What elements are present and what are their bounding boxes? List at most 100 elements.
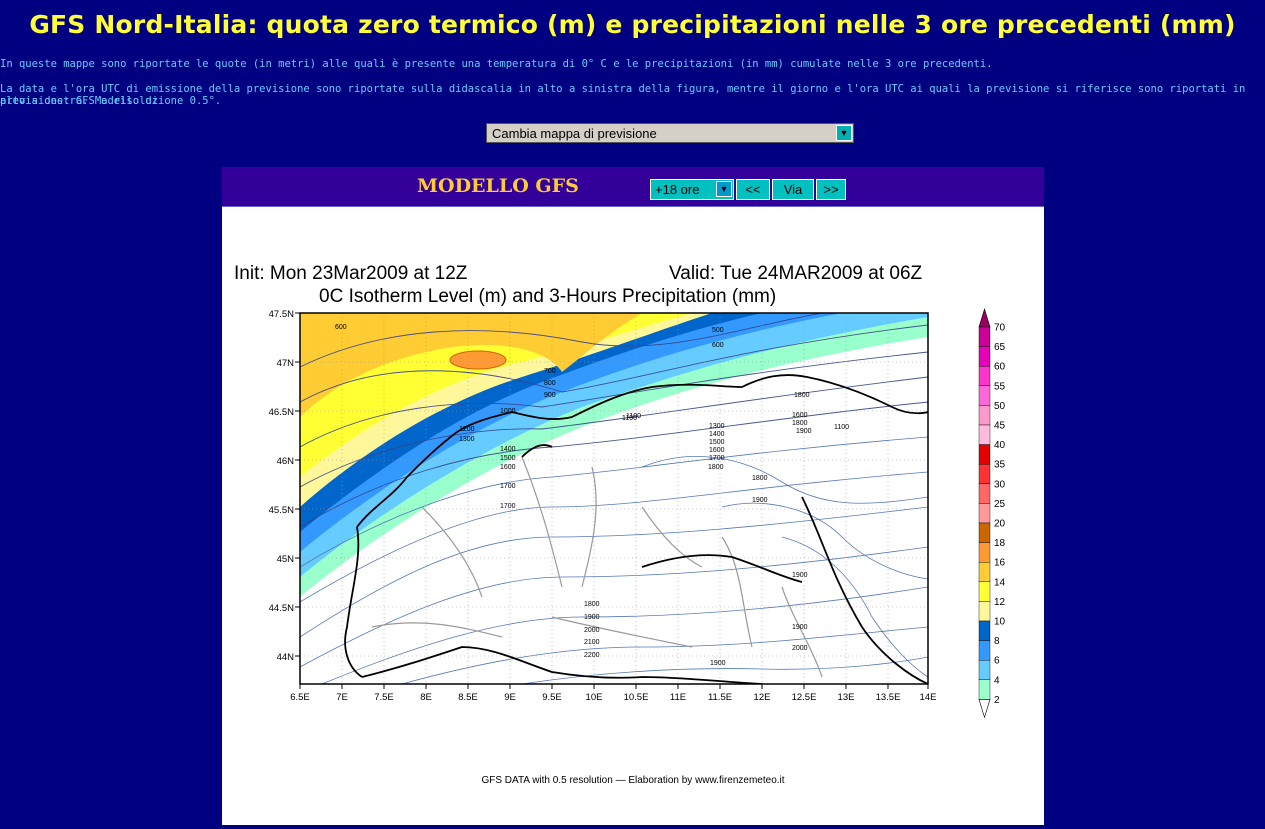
svg-text:1800: 1800 — [708, 464, 724, 471]
chevron-down-icon[interactable]: ▼ — [836, 125, 852, 141]
lon-label: 13.5E — [876, 692, 901, 703]
country-borders — [344, 374, 928, 684]
legend-label: 25 — [994, 499, 1006, 510]
legend-label: 50 — [994, 401, 1006, 412]
legend-label: 70 — [994, 323, 1006, 334]
lon-label: 9.5E — [542, 692, 562, 703]
svg-text:1600: 1600 — [792, 412, 808, 419]
legend-color-cell — [978, 424, 991, 445]
next-button[interactable]: >> — [816, 179, 846, 200]
legend-color-cell — [978, 522, 991, 543]
legend-label: 35 — [994, 460, 1006, 471]
svg-text:600: 600 — [712, 342, 724, 349]
svg-text:800: 800 — [544, 380, 556, 387]
lon-label: 12.5E — [792, 692, 817, 703]
model-label: MODELLO GFS — [417, 175, 579, 197]
svg-text:1400: 1400 — [500, 446, 516, 453]
forecast-hour-select[interactable]: +18 ore ▼ — [650, 179, 734, 200]
forecast-map-svg: Init: Mon 23Mar2009 at 12Z Valid: Tue 24… — [234, 263, 1006, 786]
legend-color-cell — [978, 405, 991, 426]
legend-label: 16 — [994, 558, 1006, 569]
init-text: Init: Mon 23Mar2009 at 12Z — [234, 263, 468, 284]
lon-label: 8.5E — [458, 692, 478, 703]
lat-label: 44N — [277, 652, 295, 663]
go-button[interactable]: Via — [772, 179, 814, 200]
legend-color-cell — [978, 483, 991, 504]
axis-ticks — [295, 312, 929, 689]
lon-label: 7.5E — [374, 692, 394, 703]
forecast-hour-value: +18 ore — [655, 182, 700, 197]
legend-color-cell — [978, 503, 991, 524]
svg-text:1800: 1800 — [752, 475, 768, 482]
lat-label: 44.5N — [269, 603, 294, 614]
lon-label: 8E — [420, 692, 432, 703]
svg-text:1100: 1100 — [626, 413, 641, 420]
legend-label: 12 — [994, 597, 1006, 608]
legend-arrow-bottom — [978, 699, 991, 719]
legend-label: 2 — [994, 695, 1000, 706]
map-select-value: Cambia mappa di previsione — [492, 126, 657, 141]
svg-text:1300: 1300 — [459, 436, 475, 443]
svg-text:1700: 1700 — [500, 483, 516, 490]
svg-text:1700: 1700 — [709, 455, 725, 462]
contour-labels: 600 500 600 700 800 900 1000 1100 1200 1… — [335, 324, 849, 667]
legend-label: 55 — [994, 381, 1006, 392]
svg-text:1900: 1900 — [752, 497, 768, 504]
precip-band-16mm — [449, 350, 507, 370]
longitude-labels: 6.5E 7E 7.5E 8E 8.5E 9E 9.5E 10E 10.5E 1… — [290, 692, 936, 703]
svg-text:1800: 1800 — [584, 601, 600, 608]
legend-label: 30 — [994, 479, 1006, 490]
svg-text:2200: 2200 — [584, 652, 600, 659]
map-select-dropdown[interactable]: Cambia mappa di previsione ▼ — [486, 123, 854, 143]
svg-text:1900: 1900 — [792, 624, 808, 631]
legend-color-cell — [978, 464, 991, 485]
legend-label: 8 — [994, 636, 1000, 647]
svg-text:1400: 1400 — [709, 431, 725, 438]
legend-color-cell — [978, 581, 991, 602]
svg-text:2000: 2000 — [792, 645, 808, 652]
svg-text:1900: 1900 — [792, 572, 808, 579]
legend-color-cell — [978, 601, 991, 622]
svg-text:1300: 1300 — [709, 423, 725, 430]
latitude-labels: 47.5N 47N 46.5N 46N 45.5N 45N 44.5N 44N — [269, 309, 294, 663]
map-plot-area: 600 500 600 700 800 900 1000 1100 1200 1… — [300, 313, 928, 684]
svg-text:500: 500 — [712, 327, 724, 334]
panel-header: MODELLO GFS +18 ore ▼ << Via >> — [222, 167, 1044, 207]
forecast-map: Init: Mon 23Mar2009 at 12Z Valid: Tue 24… — [222, 207, 1044, 829]
lat-label: 47.5N — [269, 309, 294, 320]
svg-text:1100: 1100 — [834, 424, 849, 431]
legend-color-cell — [978, 562, 991, 583]
lat-label: 46.5N — [269, 407, 294, 418]
legend-label: 45 — [994, 421, 1006, 432]
svg-text:900: 900 — [544, 392, 556, 399]
legend-color-cell — [978, 444, 991, 465]
svg-text:2000: 2000 — [584, 627, 600, 634]
intro-text-1: In queste mappe sono riportate le quote … — [0, 58, 993, 70]
prev-button[interactable]: << — [736, 179, 770, 200]
svg-text:1100: 1100 — [622, 415, 637, 422]
lon-label: 13E — [838, 692, 855, 703]
lat-label: 46N — [277, 456, 295, 467]
legend-color-cell — [978, 385, 991, 406]
legend-color-cell — [978, 679, 991, 700]
lon-label: 9E — [504, 692, 516, 703]
map-grid — [300, 313, 928, 684]
map-footer: GFS DATA with 0.5 resolution — Elaborati… — [481, 775, 784, 786]
lon-label: 11E — [670, 692, 686, 703]
legend-label: 4 — [994, 675, 1000, 686]
svg-text:1500: 1500 — [500, 455, 516, 462]
legend-label: 65 — [994, 342, 1006, 353]
svg-text:700: 700 — [544, 368, 556, 375]
chevron-down-icon[interactable]: ▼ — [716, 181, 732, 197]
valid-text: Valid: Tue 24MAR2009 at 06Z — [669, 263, 923, 284]
legend-color-cell — [978, 365, 991, 386]
legend-label: 40 — [994, 440, 1006, 451]
svg-text:1600: 1600 — [500, 464, 516, 471]
forecast-panel: MODELLO GFS +18 ore ▼ << Via >> Init: Mo… — [222, 167, 1044, 825]
intro-text-2a: La data e l'ora UTC di emissione della p… — [0, 83, 1246, 107]
legend-label: 18 — [994, 538, 1006, 549]
legend-label: 14 — [994, 577, 1006, 588]
legend-color-cell — [978, 640, 991, 661]
legend-color-cell — [978, 660, 991, 681]
region-borders — [371, 456, 823, 678]
